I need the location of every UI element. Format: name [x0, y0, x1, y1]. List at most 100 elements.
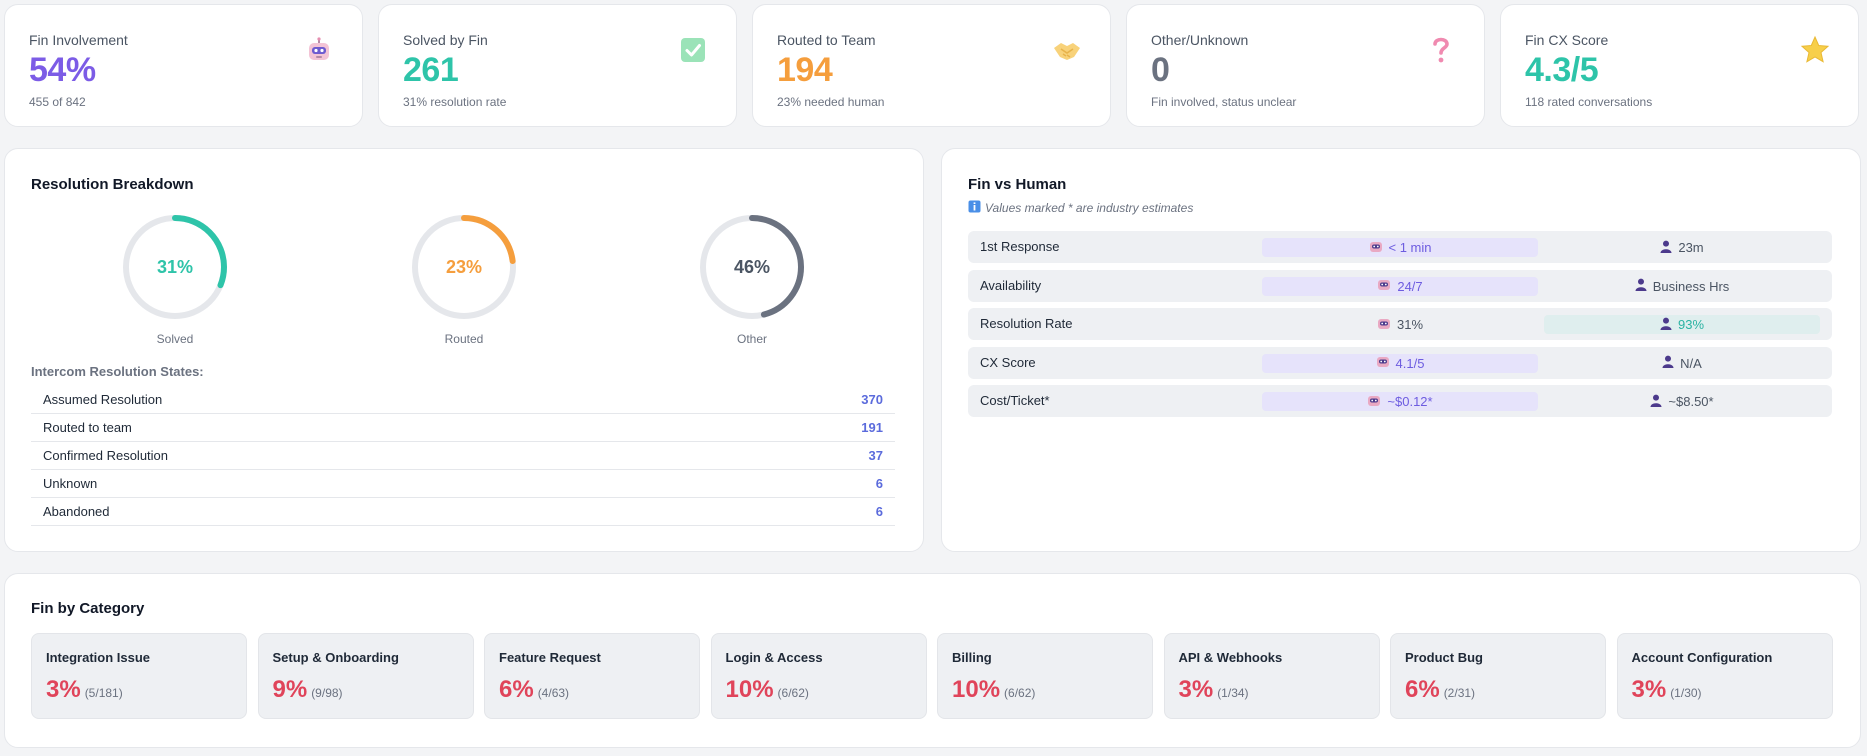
state-name: Confirmed Resolution: [43, 448, 169, 463]
list-item: Unknown 6: [31, 470, 895, 498]
fin-value-cell: 4.1/5: [1262, 353, 1538, 373]
category-percent: 3%: [1178, 676, 1214, 703]
category-tile: Setup & Onboarding 9% (9/98): [257, 633, 474, 719]
category-fraction: (6/62): [777, 686, 809, 700]
category-fraction: (4/63): [537, 686, 570, 700]
category-percent: 6%: [499, 676, 534, 703]
category-tile: Feature Request 6% (4/63): [484, 633, 700, 719]
kpi-sub: 23% needed human: [777, 95, 885, 109]
kpi-value: 4.3/5: [1525, 51, 1599, 89]
category-tile: Login & Access 10% (6/62): [710, 633, 927, 719]
human-value-cell: Business Hrs: [1544, 277, 1820, 296]
person-icon: [1660, 240, 1672, 256]
table-row: 1st Response < 1 min 23m: [968, 231, 1832, 263]
donut-caption: Other: [736, 332, 767, 346]
donut-caption: Routed: [444, 332, 484, 346]
kpi-label: Routed to Team: [777, 32, 876, 48]
human-value-cell: 23m: [1544, 238, 1820, 257]
kpi-card-solved-by-fin: Solved by Fin 261 31% resolution rate: [378, 4, 737, 127]
human-value: 93%: [1677, 317, 1705, 332]
robot-icon: [1369, 240, 1383, 256]
robot-icon: [1377, 317, 1391, 333]
person-icon: [1635, 278, 1647, 294]
category-fraction: (1/34): [1217, 686, 1249, 700]
category-fraction: (1/30): [1670, 686, 1702, 700]
fin-value-cell: ~$0.12*: [1262, 392, 1538, 411]
kpi-value: 54%: [29, 51, 96, 89]
kpi-label: Fin Involvement: [29, 32, 128, 48]
donut-caption: Solved: [156, 332, 194, 346]
state-count: 37: [868, 448, 883, 463]
list-item: Routed to team 191: [31, 414, 895, 442]
category-name: Billing: [952, 650, 992, 665]
category-percent-line: 3% (1/34): [1179, 676, 1249, 704]
kpi-value: 194: [777, 51, 833, 89]
resolution-breakdown-title: Resolution Breakdown: [31, 176, 194, 193]
person-icon: [1660, 317, 1672, 333]
state-name: Assumed Resolution: [43, 392, 163, 407]
metric-name: 1st Response: [980, 239, 1060, 254]
category-tile: Integration Issue 3% (5/181): [31, 633, 247, 719]
fin-value: < 1 min: [1388, 240, 1432, 255]
robot-icon: [1377, 278, 1391, 294]
category-percent: 10%: [952, 676, 1001, 703]
table-row: CX Score 4.1/5 N/A: [968, 346, 1832, 379]
question-icon: [1426, 35, 1456, 65]
list-item: Assumed Resolution 370: [31, 386, 895, 414]
category-percent-line: 6% (2/31): [1405, 676, 1475, 704]
resolution-states-list: Assumed Resolution 370 Routed to team 19…: [31, 386, 895, 526]
fin-value: ~$0.12*: [1387, 394, 1433, 409]
category-percent-line: 3% (5/181): [46, 676, 123, 704]
donut-arc: [700, 215, 804, 319]
donut-percent: 31%: [156, 256, 194, 277]
state-count: 191: [861, 420, 883, 435]
category-name: API & Webhooks: [1178, 650, 1283, 665]
fin-value-cell: < 1 min: [1262, 238, 1538, 257]
robot-icon: [1367, 394, 1381, 410]
metric-name: Availability: [980, 277, 1042, 293]
category-tile: Billing 10% (6/62): [937, 633, 1153, 719]
estimate-note-text: Values marked * are industry estimates: [985, 201, 1194, 215]
donut-routed: 23% Routed: [409, 212, 519, 346]
table-row: Availability 24/7 Business Hrs: [968, 269, 1832, 302]
kpi-value: 0: [1151, 51, 1170, 89]
category-name: Feature Request: [499, 650, 601, 665]
kpi-card-fin-involvement: Fin Involvement 54% 455 of 842: [4, 4, 363, 127]
state-count: 6: [875, 504, 883, 519]
kpi-label: Other/Unknown: [1151, 32, 1249, 48]
human-value-cell: ~$8.50*: [1544, 392, 1820, 411]
fin-vs-human-title: Fin vs Human: [968, 176, 1067, 193]
table-row: Resolution Rate 31% 93%: [968, 308, 1832, 340]
category-name: Login & Access: [725, 650, 823, 665]
list-item: Confirmed Resolution 37: [31, 442, 895, 470]
person-icon: [1650, 394, 1662, 410]
category-percent-line: 6% (4/63): [499, 676, 569, 704]
table-row: Cost/Ticket* ~$0.12* ~$8.50*: [968, 385, 1832, 417]
category-percent: 3%: [46, 676, 81, 703]
category-percent-line: 10% (6/62): [952, 676, 1035, 704]
human-value: 23m: [1678, 240, 1704, 255]
category-percent-line: 9% (9/98): [273, 676, 343, 704]
kpi-sub: Fin involved, status unclear: [1151, 95, 1297, 109]
fin-value: 31%: [1396, 317, 1424, 332]
human-value: ~$8.50*: [1668, 394, 1714, 409]
kpi-sub: 455 of 842: [29, 95, 86, 109]
human-value: Business Hrs: [1652, 278, 1730, 294]
category-fraction: (5/181): [84, 686, 123, 700]
donut-other: 46% Other: [697, 212, 807, 346]
state-count: 6: [875, 476, 883, 491]
person-icon: [1662, 355, 1674, 371]
category-percent: 10%: [725, 676, 774, 703]
human-value-cell: N/A: [1544, 354, 1820, 373]
fin-by-category-title: Fin by Category: [31, 600, 145, 617]
category-percent: 6%: [1405, 676, 1440, 703]
category-tile: API & Webhooks 3% (1/34): [1163, 633, 1380, 719]
category-fraction: (2/31): [1443, 686, 1476, 700]
resolution-states-title: Intercom Resolution States:: [31, 364, 204, 379]
kpi-sub: 118 rated conversations: [1525, 95, 1653, 109]
category-percent-line: 3% (1/30): [1632, 676, 1702, 704]
category-name: Product Bug: [1405, 650, 1483, 665]
handshake-icon: [1052, 35, 1082, 65]
checkmark-icon: [678, 35, 708, 65]
fin-value-cell: 24/7: [1262, 276, 1538, 296]
